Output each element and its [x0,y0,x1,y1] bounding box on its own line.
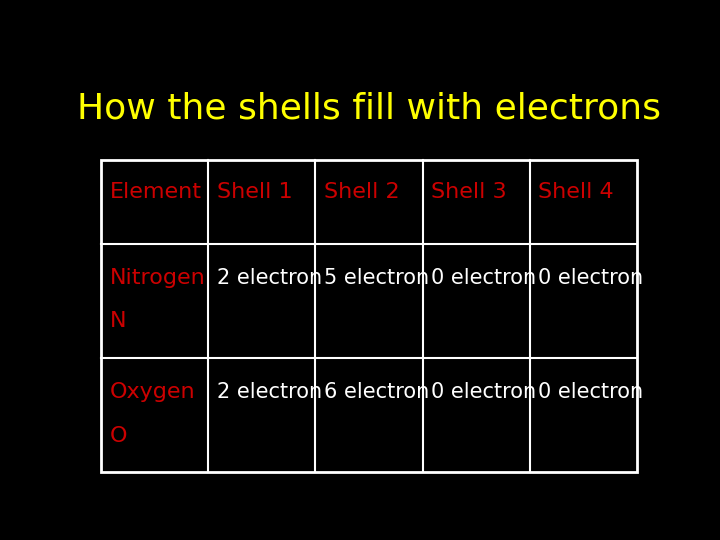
Text: 2 electron: 2 electron [217,382,322,402]
Text: N: N [109,312,126,332]
Text: 0 electron: 0 electron [539,382,644,402]
Bar [101,160,636,473]
Text: Shell 2: Shell 2 [324,182,400,202]
Text: O: O [109,426,127,446]
Text: 6 electron: 6 electron [324,382,429,402]
Text: 0 electron: 0 electron [539,268,644,288]
Text: Shell 4: Shell 4 [539,182,614,202]
Text: 0 electron: 0 electron [431,382,536,402]
Text: 0 electron: 0 electron [431,268,536,288]
Text: Nitrogen: Nitrogen [109,268,205,288]
Text: Oxygen: Oxygen [109,382,195,402]
Text: How the shells fill with electrons: How the shells fill with electrons [77,91,661,125]
Text: Element: Element [109,182,202,202]
Text: Shell 1: Shell 1 [217,182,292,202]
Text: Shell 3: Shell 3 [431,182,507,202]
Text: 2 electron: 2 electron [217,268,322,288]
Text: 5 electron: 5 electron [324,268,429,288]
